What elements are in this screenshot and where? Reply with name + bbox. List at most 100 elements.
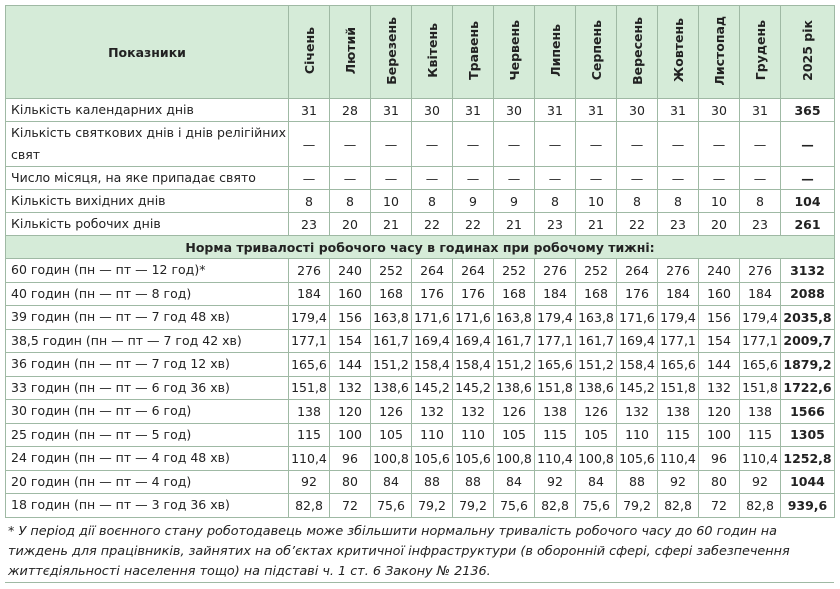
column-header: Жовтень — [657, 5, 699, 99]
cell: 252 — [575, 258, 617, 283]
cell: 252 — [493, 258, 535, 283]
table-row: 39 годин (пн — пт — 7 год 48 хв) 179,4 156… — [5, 305, 835, 330]
cell: 105,6 — [411, 446, 453, 471]
table-row: 38,5 годин (пн — пт — 7 год 42 хв) 177,1 1… — [5, 328, 835, 353]
cell: 151,2 — [493, 352, 535, 377]
cell: 138 — [657, 399, 699, 424]
cell: 168 — [493, 281, 535, 306]
cell: 264 — [616, 258, 658, 283]
row-label: 36 годин (пн — пт — 7 год 12 хв) — [5, 352, 289, 377]
cell: 138,6 — [575, 375, 617, 400]
cell: 115 — [288, 422, 330, 447]
row-label: 40 годин (пн — пт — 8 год) — [5, 281, 289, 306]
cell: 168 — [370, 281, 412, 306]
cell: 82,8 — [657, 493, 699, 518]
cell: 179,4 — [739, 305, 781, 330]
cell: — — [575, 166, 617, 190]
cell: 252 — [370, 258, 412, 283]
cell: 132 — [411, 399, 453, 424]
footnote: * У період дії воєнного стану роботодаве… — [5, 518, 834, 583]
cell: 168 — [575, 281, 617, 306]
cell: 163,8 — [370, 305, 412, 330]
cell: — — [534, 166, 576, 190]
cell: 365 — [780, 98, 835, 122]
cell: 184 — [657, 281, 699, 306]
cell: 92 — [739, 469, 781, 494]
cell: 31 — [575, 98, 617, 122]
cell: 132 — [616, 399, 658, 424]
cell: 138,6 — [493, 375, 535, 400]
column-header: Липень — [534, 5, 576, 99]
cell: 2088 — [780, 281, 835, 306]
cell: 100,8 — [493, 446, 535, 471]
cell: 126 — [493, 399, 535, 424]
cell: 240 — [329, 258, 371, 283]
cell: 8 — [288, 189, 330, 213]
cell: 92 — [657, 469, 699, 494]
cell: 30 — [616, 98, 658, 122]
cell: 100,8 — [575, 446, 617, 471]
cell: 276 — [657, 258, 699, 283]
cell: 92 — [534, 469, 576, 494]
cell: 8 — [739, 189, 781, 213]
column-header: Квітень — [411, 5, 453, 99]
column-header: Червень — [493, 5, 535, 99]
cell: 31 — [739, 98, 781, 122]
cell: — — [616, 166, 658, 190]
header-cell: Показники — [5, 5, 289, 99]
cell: 105,6 — [452, 446, 494, 471]
cell: 120 — [698, 399, 740, 424]
cell: 82,8 — [534, 493, 576, 518]
cell: 276 — [534, 258, 576, 283]
cell: — — [288, 166, 330, 190]
row-label: 24 годин (пн — пт — 4 год 48 хв) — [5, 446, 289, 471]
table-row: 36 годин (пн — пт — 7 год 12 хв) 165,6 144… — [5, 352, 835, 377]
cell: 10 — [370, 189, 412, 213]
table-row: 40 годин (пн — пт — 8 год) 184 160 168 176 17… — [5, 281, 835, 306]
column-label: Серпень — [588, 20, 604, 81]
cell: — — [780, 121, 835, 167]
row-label: Кількість робочих днів — [5, 212, 289, 236]
cell: 110,4 — [288, 446, 330, 471]
cell: 115 — [657, 422, 699, 447]
cell: 177,1 — [739, 328, 781, 353]
row-label: 30 годин (пн — пт — 6 год) — [5, 399, 289, 424]
cell: 8 — [411, 189, 453, 213]
column-header: Січень — [288, 5, 330, 99]
cell: 169,4 — [616, 328, 658, 353]
cell: 145,2 — [452, 375, 494, 400]
cell: 80 — [698, 469, 740, 494]
cell: 160 — [698, 281, 740, 306]
cell: 110,4 — [534, 446, 576, 471]
cell: 84 — [370, 469, 412, 494]
cell: 84 — [493, 469, 535, 494]
cell: 184 — [288, 281, 330, 306]
cell: — — [411, 121, 453, 167]
table-row: Кількість робочих днів 23 20 21 22 22 21 23 21 22… — [5, 212, 835, 236]
cell: — — [698, 121, 740, 167]
row-label: 25 годин (пн — пт — 5 год) — [5, 422, 289, 447]
cell: 105 — [370, 422, 412, 447]
cell: 161,7 — [493, 328, 535, 353]
cell: 110 — [452, 422, 494, 447]
schedule-table: Показники Січень Лютий Березень Квітень Траве… — [5, 5, 835, 518]
row-label: 33 годин (пн — пт — 6 год 36 хв) — [5, 375, 289, 400]
cell: 151,2 — [370, 352, 412, 377]
cell: 72 — [698, 493, 740, 518]
cell: 82,8 — [288, 493, 330, 518]
cell: 79,2 — [616, 493, 658, 518]
cell: 23 — [534, 212, 576, 236]
cell: — — [657, 166, 699, 190]
cell: 23 — [288, 212, 330, 236]
cell: 261 — [780, 212, 835, 236]
cell: 88 — [452, 469, 494, 494]
table-row: Кількість святкових днів і днів релігійн… — [5, 121, 835, 167]
cell: 154 — [698, 328, 740, 353]
cell: 160 — [329, 281, 371, 306]
cell: 31 — [288, 98, 330, 122]
cell: 158,4 — [616, 352, 658, 377]
cell: 100 — [698, 422, 740, 447]
cell: 151,8 — [534, 375, 576, 400]
column-label: Вересень — [629, 16, 645, 85]
cell: 104 — [780, 189, 835, 213]
